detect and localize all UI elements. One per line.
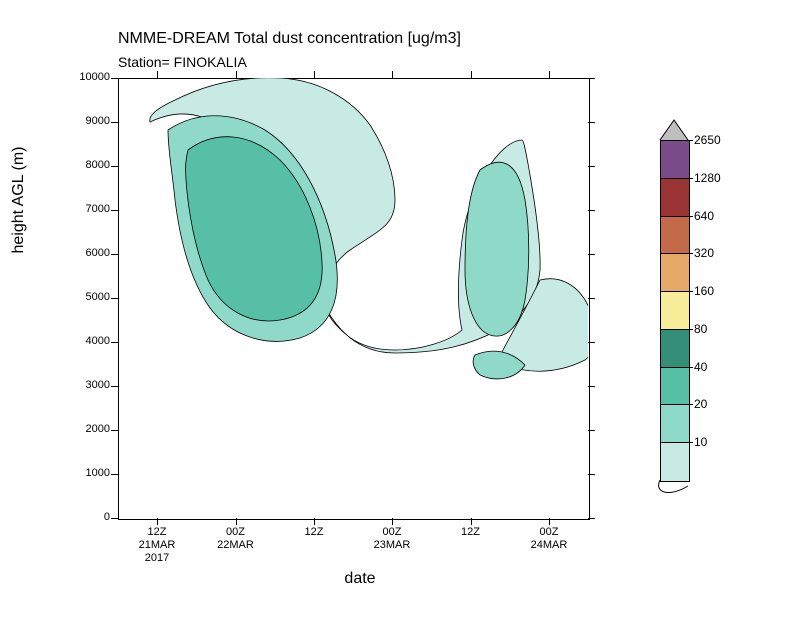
legend-swatch: [660, 442, 690, 482]
x-tick: [471, 518, 472, 525]
y-tick-label: 2000: [60, 423, 110, 435]
legend-tick: [688, 216, 693, 217]
legend-swatch: [660, 291, 690, 331]
y-axis-label: height AGL (m): [10, 100, 28, 300]
y-tick-right: [588, 386, 595, 387]
x-tick-label: 2017: [127, 552, 187, 564]
y-tick: [111, 518, 118, 519]
x-axis-label: date: [300, 570, 420, 588]
contour-region: [624, 218, 639, 267]
x-tick-top: [392, 71, 393, 78]
x-tick-label: 12Z: [284, 526, 344, 538]
legend-tick: [688, 404, 693, 405]
y-tick: [111, 342, 118, 343]
legend-tick: [688, 329, 693, 330]
legend-tick: [688, 442, 693, 443]
x-tick-label: 23MAR: [362, 539, 422, 551]
legend-tick: [688, 291, 693, 292]
y-tick: [111, 298, 118, 299]
x-tick-label: 12Z: [441, 526, 501, 538]
y-tick-right: [588, 78, 595, 79]
y-tick-label: 0: [60, 511, 110, 523]
legend-label: 320: [694, 246, 714, 260]
x-tick-top: [471, 71, 472, 78]
y-tick-label: 1000: [60, 467, 110, 479]
legend-tick: [688, 367, 693, 368]
x-tick-top: [157, 71, 158, 78]
x-tick-label: 24MAR: [519, 539, 579, 551]
legend-label: 160: [694, 284, 714, 298]
y-tick-right: [588, 254, 595, 255]
x-tick-top: [549, 71, 550, 78]
legend-label: 640: [694, 209, 714, 223]
legend-swatch: [660, 178, 690, 218]
y-tick-right: [588, 210, 595, 211]
y-tick-right: [588, 518, 595, 519]
legend-label: 10: [694, 435, 707, 449]
x-tick: [392, 518, 393, 525]
x-tick-label: 12Z: [127, 526, 187, 538]
legend-tick: [688, 140, 693, 141]
legend-tick: [688, 253, 693, 254]
y-tick-label: 4000: [60, 335, 110, 347]
y-tick-right: [588, 342, 595, 343]
x-tick-label: 22MAR: [206, 539, 266, 551]
y-tick: [111, 474, 118, 475]
legend-label: 2650: [694, 133, 721, 147]
legend-top-tri-outline: [659, 119, 689, 141]
y-tick-label: 7000: [60, 203, 110, 215]
legend-swatch: [660, 216, 690, 256]
y-tick: [111, 78, 118, 79]
y-tick-label: 8000: [60, 159, 110, 171]
x-tick: [236, 518, 237, 525]
y-tick: [111, 122, 118, 123]
legend-label: 1280: [694, 171, 721, 185]
y-tick-label: 6000: [60, 247, 110, 259]
y-tick-right: [588, 122, 595, 123]
y-tick: [111, 430, 118, 431]
legend-swatch: [660, 140, 690, 180]
y-tick: [111, 386, 118, 387]
y-tick-label: 5000: [60, 291, 110, 303]
y-tick-right: [588, 474, 595, 475]
y-tick-right: [588, 430, 595, 431]
x-tick-label: 21MAR: [127, 539, 187, 551]
x-tick: [549, 518, 550, 525]
y-tick: [111, 166, 118, 167]
x-tick-label: 00Z: [206, 526, 266, 538]
y-tick-label: 10000: [60, 71, 110, 83]
x-tick-label: 00Z: [362, 526, 422, 538]
y-tick-right: [588, 166, 595, 167]
x-tick: [314, 518, 315, 525]
legend-bottom-curl: [650, 480, 708, 510]
legend-swatch: [660, 253, 690, 293]
legend-swatch: [660, 404, 690, 444]
legend-swatch: [660, 367, 690, 407]
y-tick-label: 3000: [60, 379, 110, 391]
x-tick-top: [236, 71, 237, 78]
contour-region: [465, 162, 529, 336]
x-tick: [157, 518, 158, 525]
x-tick-top: [314, 71, 315, 78]
legend-swatch: [660, 329, 690, 369]
y-tick: [111, 254, 118, 255]
legend-label: 20: [694, 397, 707, 411]
y-tick: [111, 210, 118, 211]
x-tick-label: 00Z: [519, 526, 579, 538]
y-tick-right: [588, 298, 595, 299]
legend-label: 80: [694, 322, 707, 336]
legend-tick: [688, 178, 693, 179]
y-tick-label: 9000: [60, 115, 110, 127]
legend-label: 40: [694, 360, 707, 374]
